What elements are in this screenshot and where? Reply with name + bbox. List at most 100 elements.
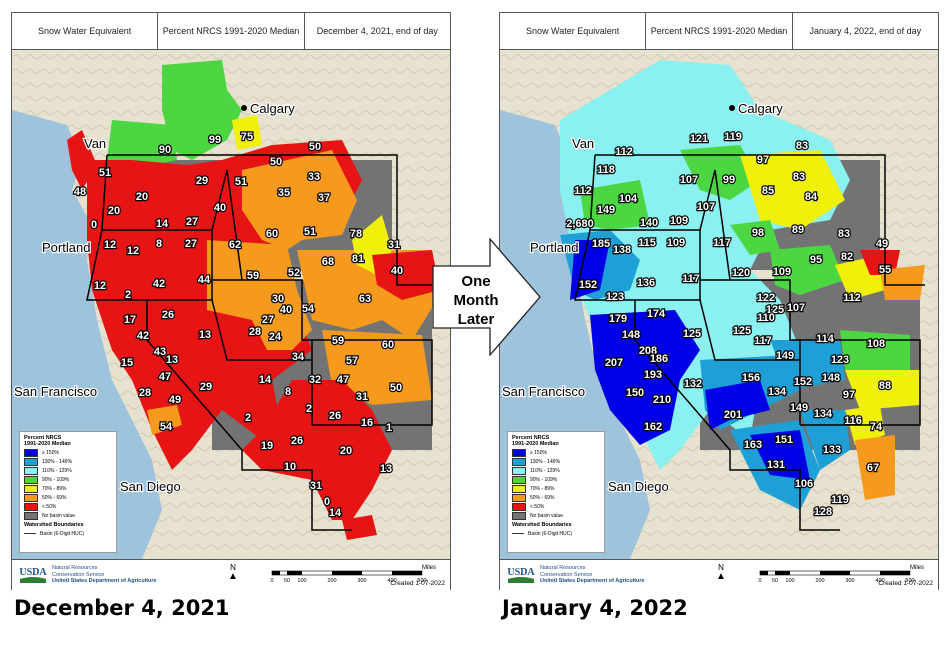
usda-logo: USDA [19, 567, 47, 583]
scale-tick: 50 [772, 578, 778, 584]
basin-value: 115 [638, 237, 656, 249]
basin-value: 31 [356, 391, 368, 403]
legend-title: Percent NRCS [24, 435, 62, 441]
arrow-right-icon [432, 238, 541, 356]
basin-lt50-mex [342, 515, 377, 540]
basin-90-109 [162, 60, 242, 160]
basin-value: 151 [775, 434, 793, 446]
basin-value: 108 [867, 338, 885, 350]
basin-value: 134 [768, 386, 787, 398]
city-label-sandiego: San Diego [120, 479, 181, 494]
basin-value: 107 [697, 201, 715, 213]
legend-item: 130% - 149% [530, 458, 561, 465]
legend-item: 130% - 149% [42, 458, 73, 465]
legend-swatch [512, 466, 526, 475]
legend-item: 70% - 89% [530, 485, 555, 492]
basin-value: 59 [332, 335, 344, 347]
legend-line [24, 533, 36, 534]
basin-value: 2,680 [566, 218, 594, 230]
scale-bar: Miles 0 50 100 200 300 400 500 [758, 565, 924, 584]
basin-50-69-co [322, 330, 432, 405]
created-date: Created 1-07-2022 [390, 580, 445, 587]
basin-value: 125 [766, 304, 784, 316]
legend-item: 90% - 109% [42, 476, 70, 483]
basin-value: 1 [386, 422, 392, 434]
basin-value: 54 [302, 303, 315, 315]
agency-line2: Conservation Service [52, 571, 105, 578]
basin-value: 150 [626, 387, 644, 399]
map-footer: USDA Natural Resources Conservation Serv… [12, 559, 450, 590]
header-title: Snow Water Equivalent [12, 13, 159, 49]
basin-70-89 [232, 115, 262, 150]
basin-value: 149 [776, 350, 794, 362]
state-boundaries [86, 154, 437, 531]
basin-value: 51 [235, 176, 247, 188]
basin-value: 162 [644, 421, 662, 433]
legend-item: 110% - 129% [530, 467, 560, 474]
basin-value: 149 [597, 204, 615, 216]
basin-value: 32 [309, 374, 321, 386]
basin-value: 152 [794, 376, 812, 388]
basin-value: 140 [640, 217, 658, 229]
basin-value: 132 [684, 378, 702, 390]
header-date: January 4, 2022, end of day [809, 26, 922, 36]
legend-swatch [24, 484, 38, 493]
scale-unit: Miles [910, 565, 924, 571]
basin-value: 118 [597, 164, 615, 176]
scale-tick: 100 [297, 578, 306, 584]
basin-value: 116 [844, 415, 862, 427]
basin-value: 119 [724, 131, 742, 143]
basin-value: 193 [644, 369, 662, 381]
basin-value: 68 [322, 256, 334, 268]
basin-value: 110 [757, 312, 775, 324]
legend-line [512, 533, 524, 534]
north-arrow-icon: N ▲ [228, 563, 238, 582]
basin-value: 47 [337, 374, 349, 386]
swe-map-svg: 51 48 0 20 20 90 99 75 50 50 29 51 33 35… [12, 50, 450, 559]
scale-tick: 0 [758, 578, 761, 584]
city-label-sanfrancisco: San Francisco [14, 384, 97, 399]
basin-value: 17 [124, 314, 136, 326]
north-label: N [230, 563, 236, 572]
city-marker [241, 105, 247, 111]
legend-swatch [512, 511, 526, 520]
basin-50-69-central [207, 240, 312, 350]
city-label-portland: Portland [42, 240, 90, 255]
basin-90-109-wy2 [770, 245, 845, 295]
map-labels: 118 112 112 121 119 97 83 107 99 85 83 1… [565, 130, 892, 519]
basin-value: 123 [606, 291, 624, 303]
basin-value: 37 [318, 192, 330, 204]
map-header: Snow Water Equivalent Percent NRCS 1991-… [500, 13, 938, 50]
basin-lt50-ne [860, 250, 900, 275]
basin-value: 125 [733, 325, 751, 337]
basin-value: 26 [329, 410, 341, 422]
basin-value: 60 [266, 228, 278, 240]
legend-swatch [512, 448, 526, 457]
north-arrow-icon: N ▲ [716, 563, 726, 582]
basin-value: 28 [139, 387, 151, 399]
scale-tick: 200 [327, 578, 336, 584]
basin-value: 52 [288, 267, 300, 279]
basin-value: 109 [670, 215, 688, 227]
basin-value: 99 [209, 134, 221, 146]
header-metric: Percent NRCS 1991-2020 Median [158, 13, 305, 49]
basin-value: 149 [790, 402, 808, 414]
scale-tick: 300 [357, 578, 366, 584]
basin-value: 31 [388, 239, 400, 251]
basin-value: 14 [156, 218, 169, 230]
scale-tick: 400 [875, 578, 884, 584]
basin-value: 97 [843, 389, 855, 401]
basin-value: 109 [667, 237, 685, 249]
basin-value: 29 [196, 175, 208, 187]
basin-lt50-wa [67, 130, 97, 190]
legend-swatch [24, 493, 38, 502]
city-label-vancouver: Van [572, 136, 594, 151]
basin-value: 42 [153, 278, 165, 290]
basin-value: 136 [637, 277, 655, 289]
basin-value: 109 [773, 266, 791, 278]
basin-value: 125 [683, 328, 701, 340]
basin-value: 74 [870, 421, 883, 433]
map-area: 51 48 0 20 20 90 99 75 50 50 29 51 33 35… [12, 50, 450, 559]
scale-tick: 500 [417, 578, 426, 584]
basin-value: 55 [879, 264, 891, 276]
